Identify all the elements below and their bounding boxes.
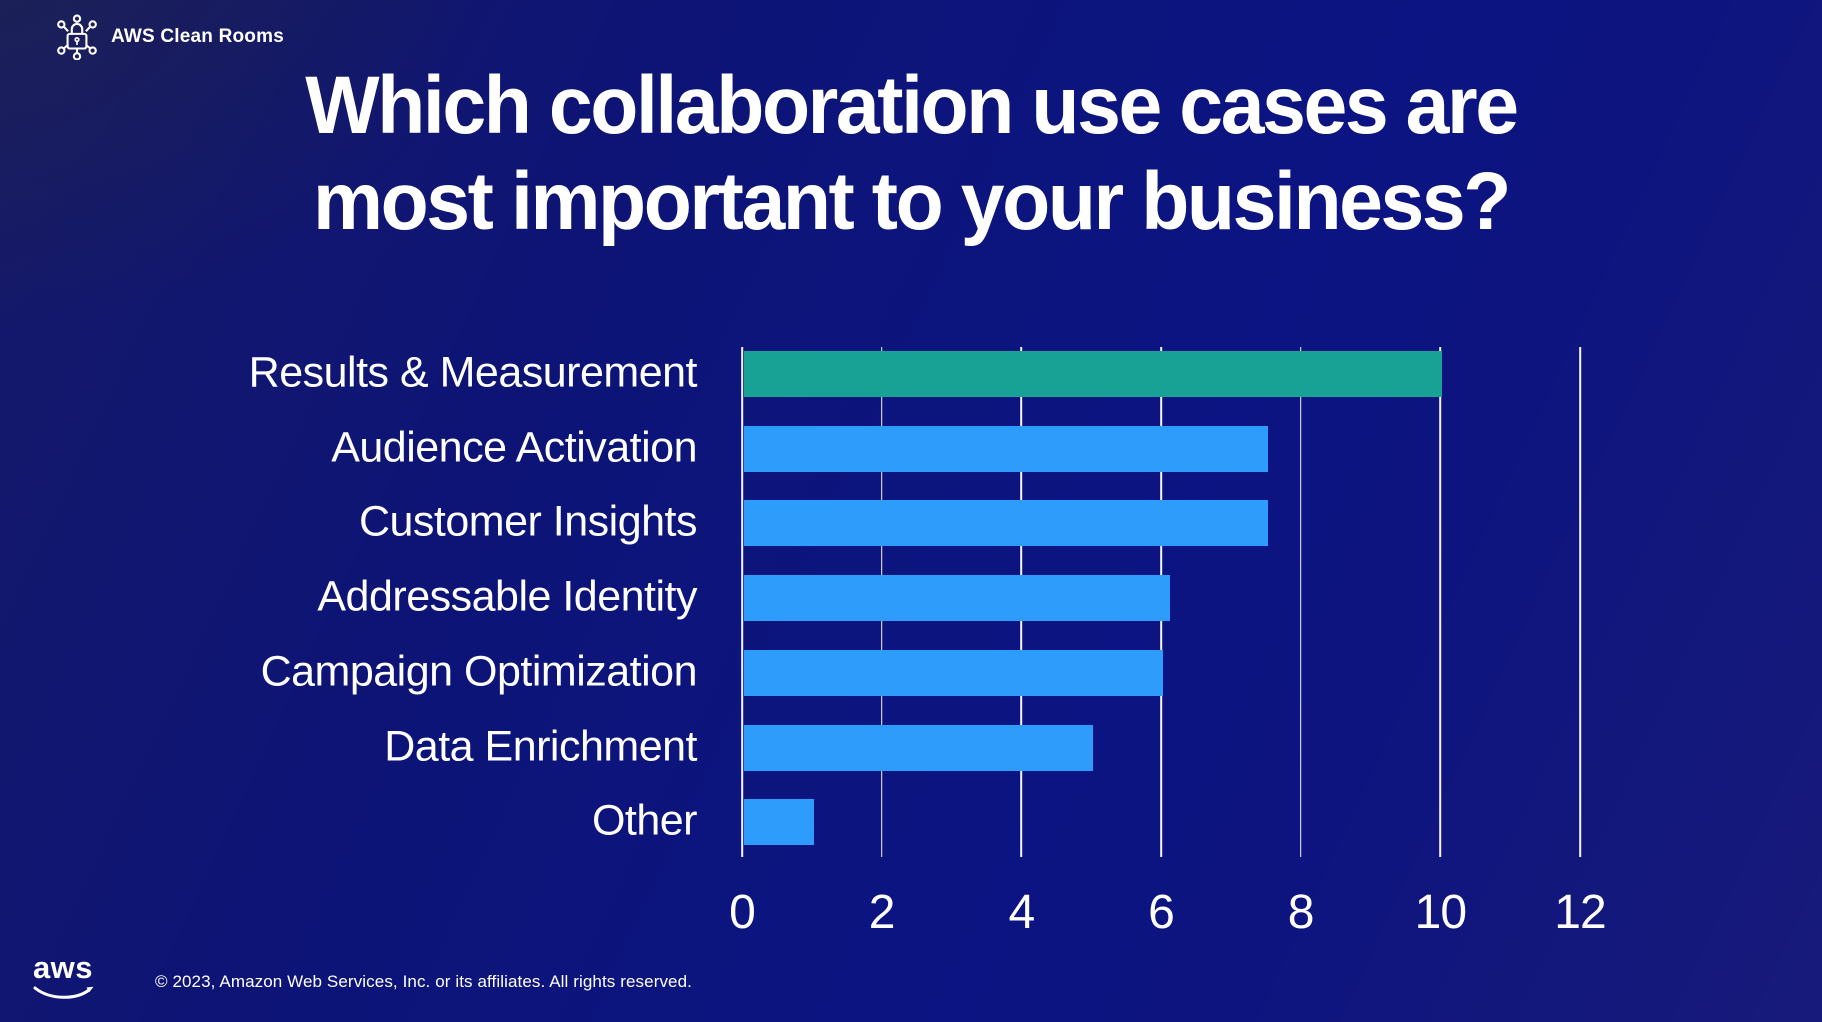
x-tick-label-6: 6 bbox=[1148, 886, 1175, 939]
bar-other bbox=[744, 799, 814, 846]
category-label-addressable-identity: Addressable Identity bbox=[317, 572, 697, 621]
gridline-12 bbox=[1579, 347, 1581, 857]
category-label-customer-insights: Customer Insights bbox=[358, 497, 698, 546]
x-tick-label-2: 2 bbox=[868, 886, 896, 939]
x-tick-label-10: 10 bbox=[1414, 886, 1467, 939]
gridline-8 bbox=[1299, 347, 1302, 857]
x-tick-label-0: 0 bbox=[729, 886, 756, 939]
bar-data-enrichment bbox=[744, 724, 1094, 771]
product-header: AWS Clean Rooms bbox=[54, 14, 284, 60]
slide-title: Which collaboration use cases are most i… bbox=[36, 58, 1785, 250]
category-label-campaign-optimization: Campaign Optimization bbox=[260, 647, 698, 696]
category-label-results-measurement: Results & Measurement bbox=[248, 348, 698, 397]
title-line-1: Which collaboration use cases are bbox=[305, 60, 1519, 151]
x-tick-label-4: 4 bbox=[1008, 886, 1035, 939]
bar-campaign-optimization bbox=[744, 649, 1163, 696]
aws-logo-text: aws bbox=[32, 950, 94, 985]
clean-rooms-lock-network-icon bbox=[54, 14, 100, 60]
x-tick-label-8: 8 bbox=[1287, 886, 1315, 939]
gridline-0 bbox=[741, 347, 743, 857]
category-label-audience-activation: Audience Activation bbox=[331, 423, 697, 472]
bar-customer-insights bbox=[744, 500, 1268, 547]
product-name: AWS Clean Rooms bbox=[111, 26, 284, 47]
gridline-10 bbox=[1439, 347, 1442, 857]
x-tick-label-12: 12 bbox=[1554, 886, 1606, 939]
aws-smile-icon bbox=[33, 986, 94, 999]
bar-audience-activation bbox=[744, 425, 1268, 472]
bar-results-measurement bbox=[744, 351, 1443, 397]
bar-addressable-identity bbox=[744, 575, 1170, 622]
category-label-data-enrichment: Data Enrichment bbox=[384, 722, 697, 771]
aws-logo: aws bbox=[32, 952, 94, 1001]
bar-chart-plot-area: 0 2 4 6 8 10 12 Results & Measurement Audience A… bbox=[249, 347, 1607, 939]
copyright-text: © 2023, Amazon Web Services, Inc. or its… bbox=[155, 972, 692, 991]
category-label-other: Other bbox=[591, 796, 698, 845]
title-line-2: most important to your business? bbox=[313, 155, 1511, 247]
